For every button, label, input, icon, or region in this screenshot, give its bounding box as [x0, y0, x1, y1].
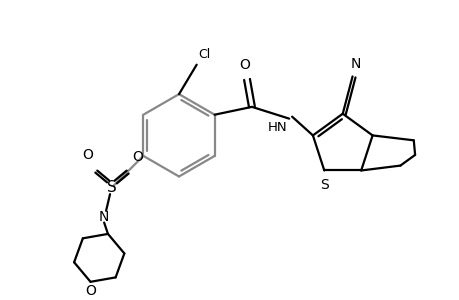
Text: HN: HN: [267, 121, 286, 134]
Text: S: S: [107, 180, 117, 195]
Text: O: O: [239, 58, 250, 72]
Text: N: N: [350, 57, 360, 70]
Text: N: N: [99, 210, 109, 224]
Text: S: S: [319, 178, 328, 192]
Text: Cl: Cl: [198, 48, 210, 61]
Text: O: O: [132, 150, 143, 164]
Text: O: O: [82, 148, 93, 162]
Text: O: O: [85, 284, 96, 298]
